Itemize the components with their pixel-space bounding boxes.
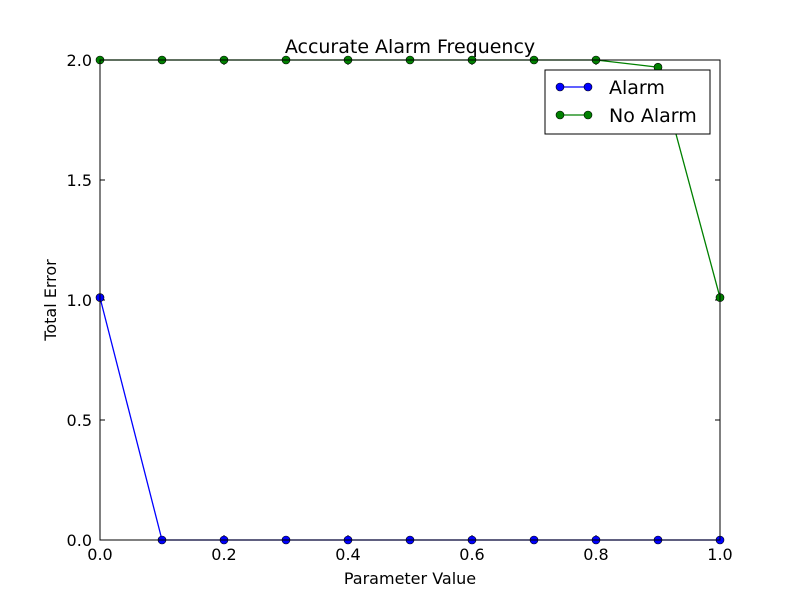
x-tick-label: 0.8 — [583, 545, 608, 564]
legend-label: No Alarm — [609, 105, 697, 127]
y-tick-label: 1.0 — [67, 291, 92, 310]
legend-entry: No Alarm — [555, 105, 697, 127]
x-tick-label: 0.2 — [211, 545, 236, 564]
y-tick-label: 0.5 — [67, 411, 92, 430]
legend-box — [544, 69, 711, 135]
plot-frame — [99, 59, 721, 541]
legend-marker — [555, 82, 565, 92]
y-axis-label: Total Error — [41, 259, 60, 342]
y-tick-label: 2.0 — [67, 51, 92, 70]
legend-entry: Alarm — [555, 77, 665, 99]
x-tick-label: 0.6 — [459, 545, 484, 564]
legend-marker — [555, 110, 565, 120]
x-tick-label: 0.0 — [87, 545, 112, 564]
chart-title: Accurate Alarm Frequency — [285, 36, 535, 58]
legend-label: Alarm — [609, 77, 665, 99]
legend: Alarm No Alarm — [544, 69, 711, 135]
y-tick-label: 1.5 — [67, 171, 92, 190]
legend-marker — [583, 110, 593, 120]
y-tick-label: 0.0 — [67, 531, 92, 550]
x-tick-label: 0.4 — [335, 545, 360, 564]
legend-marker — [583, 82, 593, 92]
x-axis-label: Parameter Value — [344, 569, 476, 588]
x-tick-label: 1.0 — [707, 545, 732, 564]
